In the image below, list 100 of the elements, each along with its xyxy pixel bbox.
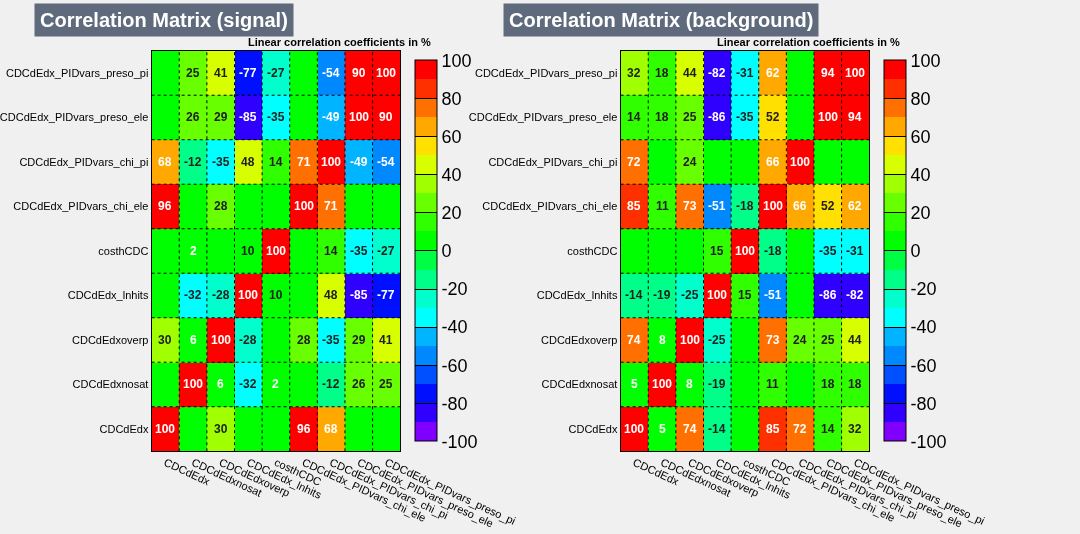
color-bar-label: -60: [910, 355, 937, 376]
data-label: 100: [652, 377, 673, 391]
data-label: 96: [297, 422, 311, 436]
y-tick-label: CDCdEdx_PIDvars_preso_ele: [0, 111, 149, 124]
data-label: 30: [214, 422, 228, 436]
data-label: 71: [297, 155, 311, 169]
data-label: -35: [350, 244, 368, 258]
data-label: 11: [766, 377, 780, 391]
data-label: 14: [627, 110, 641, 124]
data-label: -32: [184, 288, 202, 302]
y-tick-label: CDCdEdx_PIDvars_preso_pi: [474, 66, 618, 79]
color-bar-title: Linear correlation coefficients in %: [248, 36, 431, 48]
data-label: -18: [764, 244, 782, 258]
data-label: 68: [324, 422, 338, 436]
data-label: 100: [735, 244, 756, 258]
data-label: 66: [766, 155, 780, 169]
data-label: -82: [846, 288, 864, 302]
data-label: 10: [241, 244, 255, 258]
y-tick-label: CDCdEdx_PIDvars_chi_ele: [482, 200, 618, 213]
data-label: -54: [377, 155, 395, 169]
y-tick-label: CDCdEdxnosat: [72, 378, 149, 391]
data-label: 25: [379, 377, 393, 391]
color-bar-label: 40: [910, 165, 931, 186]
y-tick-label: CDCdEdxoverp: [541, 333, 618, 346]
data-label: -27: [377, 244, 395, 258]
data-label: 100: [321, 155, 342, 169]
data-label: -27: [267, 66, 285, 80]
data-label: 25: [683, 110, 697, 124]
data-label: -35: [212, 155, 230, 169]
y-tick-label: CDCdEdx: [99, 422, 149, 435]
data-label: -18: [736, 199, 754, 213]
data-label: 74: [683, 422, 697, 436]
data-label: -85: [239, 110, 257, 124]
color-bar-label: 40: [441, 165, 462, 186]
data-label: 100: [211, 333, 232, 347]
data-label: 73: [683, 199, 697, 213]
data-label: -31: [736, 66, 754, 80]
data-label: -82: [708, 66, 726, 80]
data-label: -12: [322, 377, 340, 391]
data-label: 100: [680, 333, 701, 347]
data-label: -77: [239, 66, 257, 80]
y-tick-label: CDCdEdx_lnhits: [536, 289, 618, 302]
data-label: 90: [379, 110, 393, 124]
data-label: 26: [352, 377, 366, 391]
color-bar-label: 100: [910, 50, 941, 71]
color-bar-label: -20: [910, 279, 937, 300]
y-tick-label: costhCDC: [567, 244, 618, 257]
data-label: 100: [845, 66, 866, 80]
chart-title: Correlation Matrix (signal): [40, 9, 288, 31]
data-label: 2: [272, 377, 279, 391]
data-label: 71: [324, 199, 338, 213]
data-label: 100: [155, 422, 176, 436]
color-bar-label: -80: [441, 393, 468, 414]
data-label: 26: [186, 110, 200, 124]
data-label: 100: [818, 110, 839, 124]
y-tick-label: costhCDC: [98, 244, 149, 257]
data-label: 5: [659, 422, 666, 436]
data-label: 25: [821, 333, 835, 347]
y-tick-label: CDCdEdx_PIDvars_preso_pi: [5, 66, 149, 79]
y-tick-label: CDCdEdx_PIDvars_chi_ele: [13, 200, 149, 213]
data-label: 18: [655, 66, 669, 80]
data-label: -49: [350, 155, 368, 169]
data-label: 32: [848, 422, 862, 436]
color-bar-label: 20: [441, 203, 462, 224]
data-label: -19: [653, 288, 671, 302]
data-label: 52: [821, 199, 835, 213]
data-label: -35: [267, 110, 285, 124]
data-label: -19: [708, 377, 726, 391]
data-label: -86: [819, 288, 837, 302]
data-label: 18: [655, 110, 669, 124]
data-label: -35: [322, 333, 340, 347]
data-label: -51: [708, 199, 726, 213]
data-label: 94: [821, 66, 835, 80]
data-label: 72: [793, 422, 807, 436]
data-label: 14: [269, 155, 283, 169]
y-tick-label: CDCdEdx_PIDvars_chi_pi: [19, 155, 149, 168]
data-label: -14: [625, 288, 643, 302]
data-label: 44: [848, 333, 862, 347]
data-label: 41: [214, 66, 228, 80]
data-label: 10: [269, 288, 283, 302]
data-label: 8: [686, 377, 693, 391]
data-label: -28: [212, 288, 230, 302]
data-label: 25: [186, 66, 200, 80]
color-bar-label: -100: [441, 431, 478, 452]
data-label: 15: [738, 288, 752, 302]
data-label: 85: [627, 199, 641, 213]
data-label: -35: [819, 244, 837, 258]
color-bar-label: 80: [441, 88, 462, 109]
data-label: 68: [158, 155, 172, 169]
color-bar-label: -40: [441, 317, 468, 338]
data-label: -49: [322, 110, 340, 124]
color-bar-label: 60: [441, 126, 462, 147]
data-label: 100: [763, 199, 784, 213]
color-bar-label: -20: [441, 279, 468, 300]
data-label: 74: [627, 333, 641, 347]
data-label: 18: [821, 377, 835, 391]
color-bar-label: -60: [441, 355, 468, 376]
data-label: -51: [764, 288, 782, 302]
data-label: 32: [627, 66, 641, 80]
data-label: -77: [377, 288, 395, 302]
